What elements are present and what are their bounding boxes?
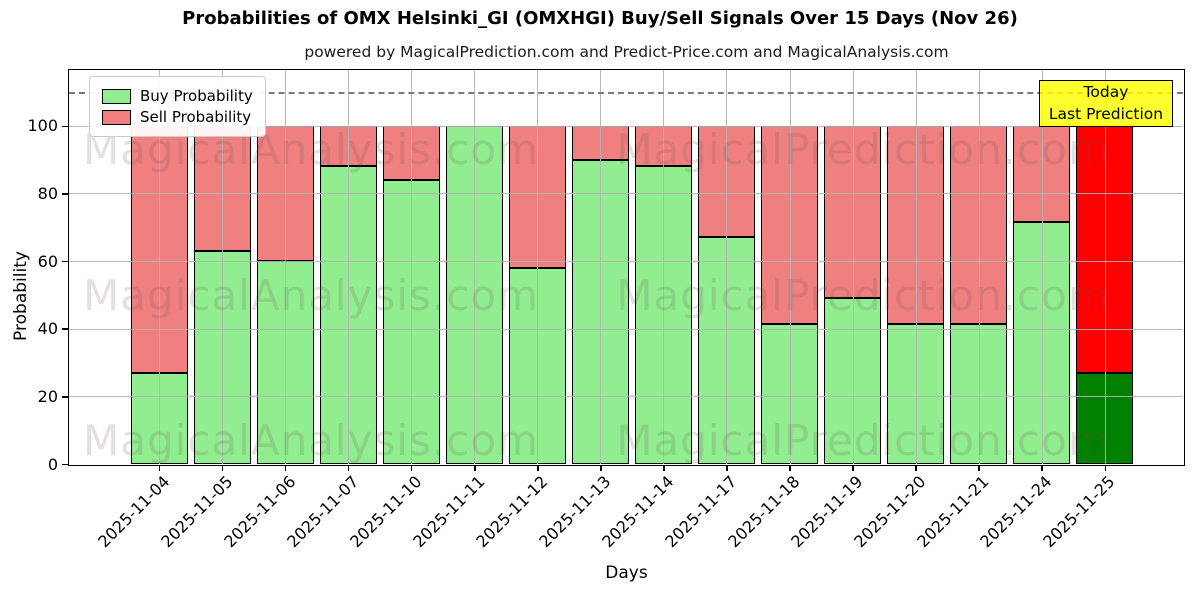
x-tick-mark [1041, 466, 1043, 471]
chart-title: Probabilities of OMX Helsinki_GI (OMXHGI… [182, 8, 1018, 29]
y-tick-label: 80 [37, 183, 58, 203]
y-gridline [69, 193, 1183, 195]
x-gridline [411, 70, 413, 464]
x-tick-mark [789, 466, 791, 471]
x-gridline [159, 70, 160, 464]
watermark-text: MagicalPrediction.com [616, 416, 1110, 465]
y-tick-label: 0 [47, 454, 58, 474]
x-gridline [348, 70, 350, 464]
y-tick-mark [62, 193, 68, 195]
x-gridline [852, 70, 854, 464]
y-axis-label: Probability [11, 251, 31, 341]
x-tick-mark [852, 466, 854, 471]
watermark-text: MagicalAnalysis.com [83, 416, 539, 465]
legend: Buy Probability Sell Probability [89, 76, 266, 137]
y-gridline [69, 125, 1183, 127]
x-gridline [1041, 70, 1043, 464]
x-tick-mark [1104, 466, 1106, 471]
x-gridline [915, 70, 917, 464]
watermark-text: MagicalAnalysis.com [83, 271, 539, 320]
today-annotation-box: Today Last Prediction [1039, 80, 1173, 127]
y-tick-mark [62, 463, 68, 466]
x-tick-mark [410, 466, 413, 471]
x-tick-mark [537, 466, 539, 471]
x-gridline [663, 70, 665, 464]
x-tick-mark [221, 466, 224, 471]
x-gridline [474, 70, 476, 464]
y-gridline [69, 328, 1183, 330]
chart-subtitle: powered by MagicalPrediction.com and Pre… [304, 43, 949, 61]
y-tick-label: 40 [37, 319, 58, 339]
x-tick-mark [978, 466, 980, 471]
y-gridline [69, 261, 1183, 263]
y-tick-label: 20 [37, 386, 58, 406]
x-tick-mark [158, 466, 161, 471]
x-tick-mark [284, 466, 287, 471]
today-annotation-line2: Last Prediction [1048, 105, 1164, 123]
y-tick-label: 60 [37, 251, 58, 271]
x-gridline [978, 70, 980, 464]
x-gridline [222, 70, 224, 464]
legend-label-sell: Sell Probability [140, 108, 252, 126]
x-gridline [1104, 70, 1106, 464]
y-tick-mark [62, 328, 68, 330]
x-tick-mark [347, 466, 350, 471]
x-gridline [600, 70, 602, 464]
x-tick-mark [726, 466, 728, 471]
x-gridline [789, 70, 791, 464]
y-tick-mark [62, 125, 68, 128]
y-gridline [69, 396, 1183, 398]
plot-area: Buy Probability Sell Probability Today L… [68, 69, 1185, 466]
x-gridline [537, 70, 539, 464]
x-tick-mark [663, 466, 665, 471]
y-tick-mark [62, 396, 68, 398]
x-gridline [726, 70, 728, 464]
y-tick-label: 100 [27, 116, 58, 136]
legend-entry-sell: Sell Probability [102, 108, 253, 126]
watermark-text: MagicalPrediction.com [616, 271, 1110, 320]
sell-swatch-icon [102, 109, 131, 125]
dashed-cutoff-line [69, 91, 1183, 94]
today-annotation-line1: Today [1083, 83, 1129, 101]
buy-swatch-icon [102, 88, 131, 104]
legend-entry-buy: Buy Probability [102, 87, 253, 105]
x-tick-mark [474, 466, 476, 471]
legend-label-buy: Buy Probability [140, 87, 253, 105]
x-gridline [285, 70, 287, 464]
watermark-text: MagicalPrediction.com [616, 125, 1110, 174]
x-axis-label: Days [605, 563, 648, 583]
x-tick-mark [915, 466, 917, 471]
x-tick-mark [600, 466, 602, 471]
y-tick-mark [62, 260, 68, 263]
